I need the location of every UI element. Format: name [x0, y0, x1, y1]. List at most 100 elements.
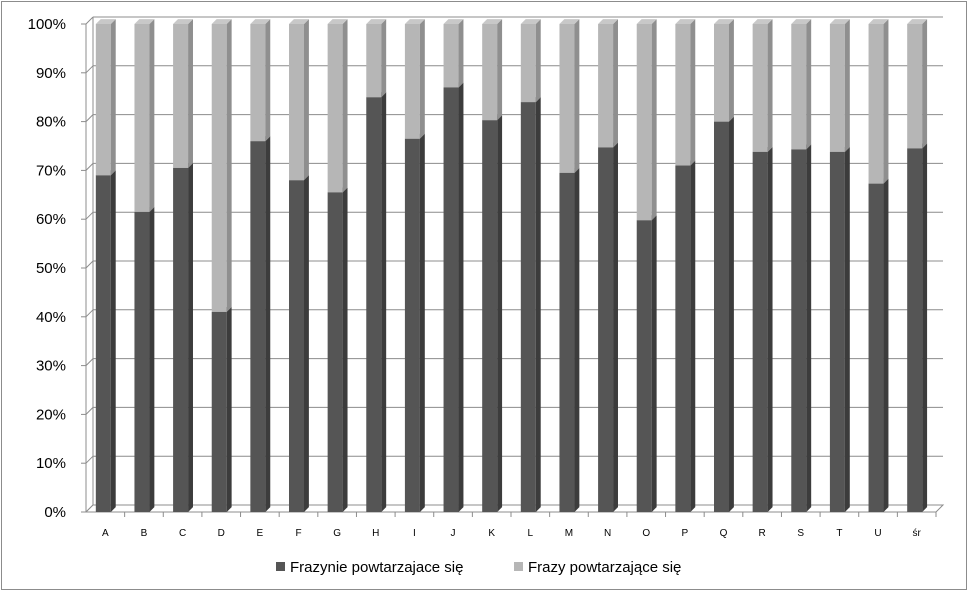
bar-segment [482, 19, 503, 121]
x-tick-label: E [257, 528, 264, 539]
bar-front [134, 211, 150, 512]
bar-side [883, 178, 889, 512]
y-tick-label: 40% [36, 309, 66, 326]
bar-front [907, 148, 923, 512]
bar-front [829, 151, 845, 512]
bar-segment [868, 19, 889, 184]
gridline-depth [85, 163, 94, 171]
gridline-depth [85, 309, 94, 318]
bar-segment [404, 19, 425, 139]
bar-segment [250, 19, 271, 142]
y-tick-label: 20% [36, 406, 66, 423]
bar-front [211, 311, 227, 512]
bar-front [598, 147, 614, 513]
bar-front [95, 24, 111, 176]
bar-segment [559, 167, 580, 512]
bar-side [419, 19, 425, 139]
x-tick-label: Q [720, 528, 728, 539]
x-tick-label: H [372, 528, 379, 539]
bar-side [613, 142, 618, 512]
legend-label: Frazynie powtarzajace się [290, 559, 463, 576]
bar-front [791, 24, 807, 150]
bar-side [419, 133, 425, 512]
bar-side [806, 19, 812, 150]
bar-front [95, 175, 111, 512]
bar-segment [95, 170, 116, 512]
bar-side [574, 167, 580, 512]
x-tick-label: C [179, 528, 186, 539]
bar-segment [752, 19, 773, 152]
bar-segment [907, 19, 928, 149]
bar-front [636, 220, 652, 512]
x-tick-label: N [604, 528, 611, 539]
bar-front [404, 138, 420, 512]
bar-front [366, 97, 382, 512]
x-tick-label: L [528, 528, 534, 539]
bar-front [520, 24, 536, 103]
bar-side [304, 19, 309, 181]
bar-segment [829, 146, 850, 512]
bar-segment [404, 133, 425, 512]
bar-front [289, 24, 304, 181]
bar-side [497, 115, 503, 513]
bar-segment [134, 19, 155, 212]
bar-side [574, 19, 580, 173]
bar-top [250, 19, 271, 24]
bar-side [342, 187, 348, 512]
bar-side [767, 19, 773, 152]
bar-segment [366, 19, 387, 98]
y-tick-label: 50% [36, 260, 66, 277]
x-tick-label: śr [913, 528, 922, 539]
bar-segment [289, 19, 309, 181]
bar-segment [791, 144, 812, 513]
x-tick-label: O [642, 528, 650, 539]
bar-front [791, 149, 807, 512]
bar-side [381, 92, 387, 513]
bar-segment [907, 143, 928, 513]
y-tick-labels: 0% 10% 20% 30% 40% 50% 60% 70% 80% 90% 100% [28, 16, 66, 521]
bar-segment [714, 19, 734, 122]
bars [95, 19, 928, 513]
y-tick-label: 60% [36, 211, 66, 228]
bar-side [342, 19, 348, 193]
bar-side [806, 144, 812, 513]
bar-top [714, 19, 734, 24]
x-tick-label: R [759, 528, 766, 539]
bar-segment [636, 19, 657, 221]
gridline-depth [85, 260, 94, 269]
bar-front [675, 24, 691, 166]
x-tick-label: U [874, 528, 881, 539]
bar-side [690, 160, 696, 512]
y-tick-label: 100% [28, 16, 66, 33]
bar-side [188, 163, 193, 512]
x-tick-label: F [295, 528, 301, 539]
bar-top [482, 19, 503, 24]
bar-side [265, 19, 271, 142]
bar-front [173, 24, 189, 168]
bar-side [188, 19, 193, 168]
bar-front [327, 192, 343, 513]
x-tick-label: I [413, 528, 416, 539]
bar-top [559, 19, 580, 24]
bar-front [327, 24, 343, 193]
bar-front [752, 151, 768, 512]
y-tick-label: 30% [36, 358, 66, 375]
gridline-depth [85, 455, 94, 464]
bar-front [868, 24, 884, 184]
bar-side [226, 307, 232, 512]
bar-top [598, 19, 618, 24]
bar-top [907, 19, 928, 24]
bar-segment [327, 19, 348, 193]
legend-label: Frazy powtarzające się [528, 559, 681, 576]
bar-front [404, 24, 420, 139]
bar-top [443, 19, 464, 24]
gridline-depth [85, 114, 94, 122]
bar-side [458, 19, 464, 88]
bar-front [443, 24, 459, 88]
bar-front [173, 167, 189, 512]
bar-side [651, 19, 657, 221]
bar-segment [829, 19, 850, 152]
bar-front [134, 24, 150, 212]
bar-segment [636, 215, 657, 512]
